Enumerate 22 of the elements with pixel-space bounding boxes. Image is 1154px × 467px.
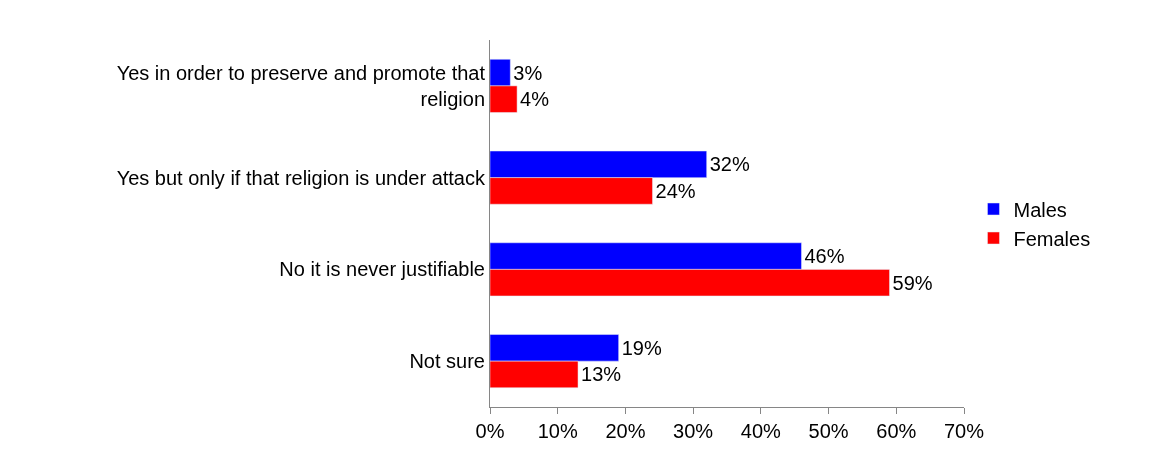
- data-label: 59%: [892, 271, 933, 294]
- x-tick-label: 20%: [605, 420, 646, 442]
- data-label: 24%: [655, 179, 696, 202]
- data-label: 3%: [513, 61, 543, 84]
- x-tick-label: 0%: [475, 420, 505, 442]
- x-tick-label: 40%: [740, 420, 782, 442]
- x-tick-label: 70%: [943, 420, 985, 442]
- data-label: 4%: [520, 88, 550, 111]
- x-tick-label: 30%: [673, 420, 714, 442]
- y-tick-label: No it is never justifiable: [279, 258, 485, 281]
- legend-label: Males: [1013, 198, 1067, 221]
- y-tick-label: Yes but only if that religion is under attack: [116, 166, 486, 189]
- data-label: 19%: [621, 336, 662, 359]
- x-tick-label: 60%: [876, 420, 917, 442]
- data-label: 46%: [804, 245, 845, 268]
- y-tick-label: Not sure: [409, 350, 485, 373]
- y-tick-label: Yes in order to preserve and promote that religion: [116, 61, 486, 110]
- x-tick-label: 50%: [808, 420, 849, 442]
- data-label: 32%: [709, 153, 750, 176]
- data-label: 13%: [581, 363, 622, 386]
- legend-label: Females: [1013, 227, 1091, 250]
- x-tick-label: 10%: [537, 420, 578, 442]
